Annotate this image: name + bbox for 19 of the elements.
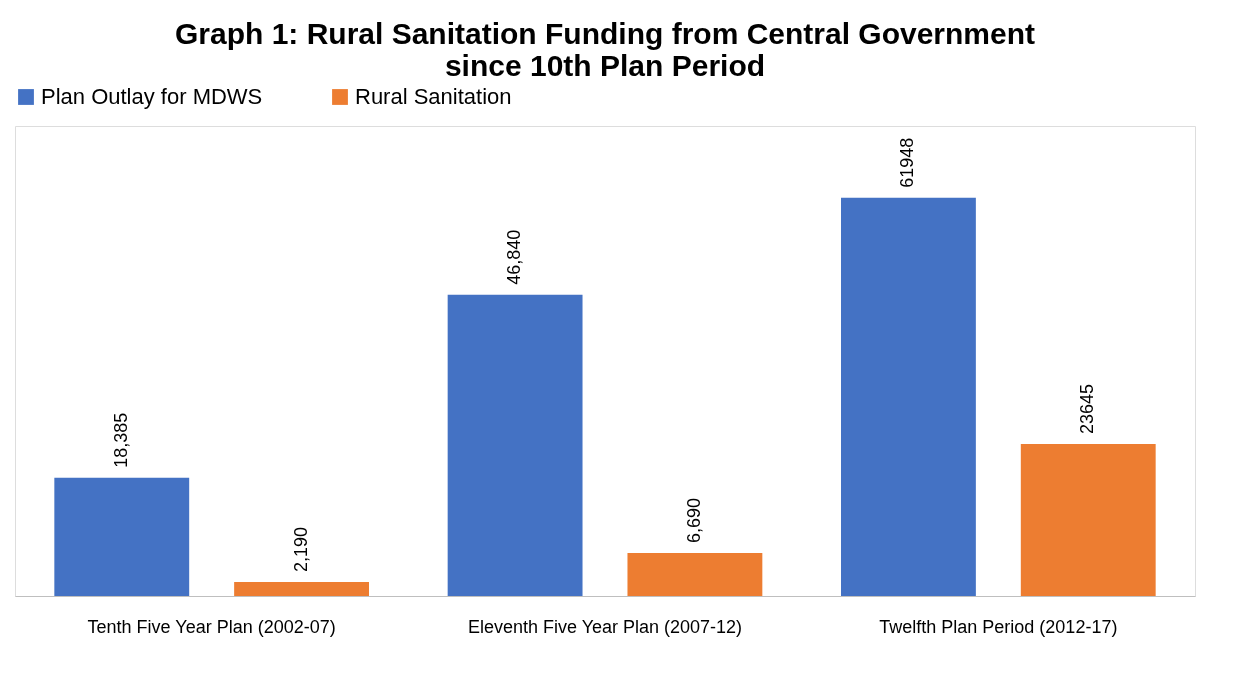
x-tick-label: Eleventh Five Year Plan (2007-12) (467, 616, 743, 637)
data-label: 18,385 (110, 412, 131, 468)
x-tick-label: Twelfth Plan Period (2012-17) (879, 616, 1118, 637)
bar (841, 197, 976, 596)
bar (234, 581, 369, 596)
text: Graph 1: Rural Sanitation Funding from Central Government (174, 17, 1036, 50)
data-label: 23645 (1077, 383, 1098, 434)
data-label: 61948 (897, 137, 918, 188)
legend-label: Plan Outlay for MDWS (41, 84, 263, 109)
text: since 10th Plan Period (444, 49, 766, 82)
bar (627, 552, 763, 596)
data-label: 2,190 (290, 526, 311, 572)
bar (447, 294, 583, 596)
bar (54, 477, 190, 596)
legend-label: Rural Sanitation (355, 84, 512, 109)
bar (1020, 443, 1156, 596)
data-label: 6,690 (683, 497, 704, 543)
data-label: 46,840 (504, 229, 525, 285)
x-tick-label: Tenth Five Year Plan (2002-07) (87, 616, 336, 637)
